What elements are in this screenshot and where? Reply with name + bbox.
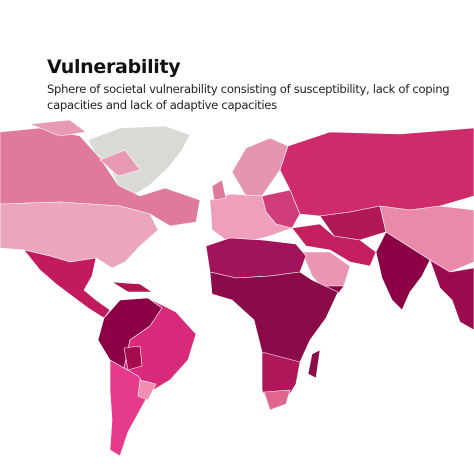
middle-east: [291, 223, 377, 267]
scandinavia: [231, 137, 289, 197]
paraguay: [137, 379, 157, 401]
usa: [0, 201, 159, 269]
uk: [211, 179, 227, 201]
greenland: [87, 125, 191, 197]
southeast-asia: [429, 259, 474, 331]
south-asia: [375, 231, 431, 311]
title: Vulnerability: [47, 56, 181, 78]
subtitle-line: capacities and lack of adaptive capaciti…: [47, 98, 277, 112]
caribbean: [111, 281, 153, 293]
bolivia: [123, 345, 143, 371]
russia: [279, 127, 474, 217]
subtitle-line: Sphere of societal vulnerability consist…: [47, 82, 450, 96]
north-africa: [205, 237, 307, 279]
madagascar: [307, 349, 321, 379]
south-africa: [263, 389, 291, 411]
central-africa: [209, 271, 339, 381]
arctic-islands: [29, 119, 141, 177]
mexico: [23, 249, 111, 319]
